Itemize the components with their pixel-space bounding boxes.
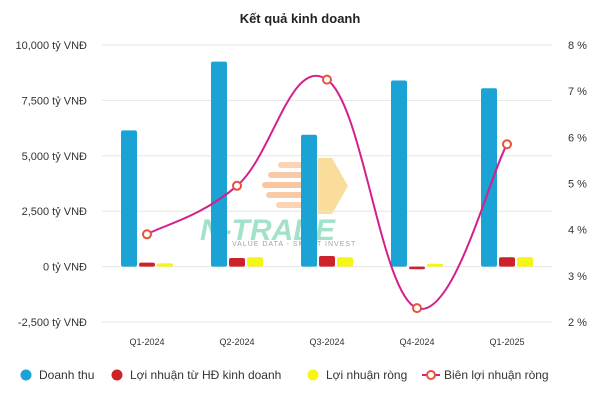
bar-Lợi nhuận ròng <box>517 257 533 267</box>
legend-marker-icon <box>426 370 436 380</box>
bar-Doanh thu <box>481 88 497 267</box>
right-tick-label: 8 % <box>568 40 587 52</box>
left-tick-label: 0 tỷ VNĐ <box>43 262 87 274</box>
right-tick-label: 5 % <box>568 179 587 191</box>
right-tick-label: 6 % <box>568 132 587 144</box>
right-axis: 2 % 3 % 4 % 5 % 6 % 7 % 8 % <box>568 40 587 329</box>
margin-point <box>502 139 512 150</box>
legend-marker-icon <box>111 369 123 381</box>
bar-Lợi nhuận từ HĐ kinh doanh <box>139 262 155 267</box>
left-tick-label: -2,500 tỷ VNĐ <box>18 317 87 329</box>
margin-line-path <box>146 75 508 310</box>
bar-Doanh thu <box>121 130 137 267</box>
right-tick-label: 3 % <box>568 271 587 283</box>
watermark-arrow-icon <box>318 158 348 214</box>
category-label: Q2-2024 <box>219 337 254 347</box>
bar-Lợi nhuận từ HĐ kinh doanh <box>499 257 515 267</box>
right-tick-label: 2 % <box>568 317 587 329</box>
margin-point <box>412 303 422 314</box>
category-label: Q1-2024 <box>129 337 164 347</box>
bar-Doanh thu <box>301 134 317 267</box>
left-tick-label: 2,500 tỷ VNĐ <box>22 206 87 218</box>
watermark-tagline: VALUE DATA - SMART INVEST <box>232 241 356 248</box>
margin-point <box>232 180 242 191</box>
left-tick-label: 7,500 tỷ VNĐ <box>22 95 87 107</box>
legend-label: Lợi nhuận từ HĐ kinh doanh <box>130 368 281 382</box>
legend: Doanh thu Lợi nhuận từ HĐ kinh doanh Lợi n… <box>20 368 549 382</box>
right-tick-label: 7 % <box>568 86 587 98</box>
legend-label: Doanh thu <box>39 368 94 382</box>
left-tick-label: 10,000 tỷ VNĐ <box>15 40 87 52</box>
bar-Doanh thu <box>391 80 407 267</box>
margin-point <box>142 229 152 240</box>
bars <box>121 61 533 270</box>
category-label: Q3-2024 <box>309 337 344 347</box>
bar-Lợi nhuận từ HĐ kinh doanh <box>319 255 335 267</box>
legend-label: Lợi nhuận ròng <box>326 368 407 382</box>
right-tick-label: 4 % <box>568 225 587 237</box>
bar-Lợi nhuận từ HĐ kinh doanh <box>229 257 245 267</box>
legend-marker-icon <box>20 369 32 381</box>
left-axis: -2,500 tỷ VNĐ 0 tỷ VNĐ 2,500 tỷ VNĐ 5,000 t… <box>15 40 87 329</box>
bar-Lợi nhuận từ HĐ kinh doanh <box>409 266 425 270</box>
margin-line <box>142 74 512 314</box>
bar-Lợi nhuận ròng <box>337 257 353 267</box>
category-label: Q4-2024 <box>399 337 434 347</box>
bar-Lợi nhuận ròng <box>247 257 263 267</box>
category-label: Q1-2025 <box>489 337 524 347</box>
bar-Lợi nhuận ròng <box>427 263 443 267</box>
x-axis: Q1-2024 Q2-2024 Q3-2024 Q4-2024 Q1-2025 <box>129 337 524 347</box>
bar-Lợi nhuận ròng <box>157 263 173 267</box>
grid-lines <box>102 44 552 323</box>
legend-label: Biên lợi nhuận ròng <box>444 368 549 382</box>
chart-title: Kết quả kinh doanh <box>240 11 361 26</box>
legend-marker-icon <box>307 369 319 381</box>
margin-point <box>322 74 332 85</box>
left-tick-label: 5,000 tỷ VNĐ <box>22 151 87 163</box>
bar-Doanh thu <box>211 61 227 267</box>
